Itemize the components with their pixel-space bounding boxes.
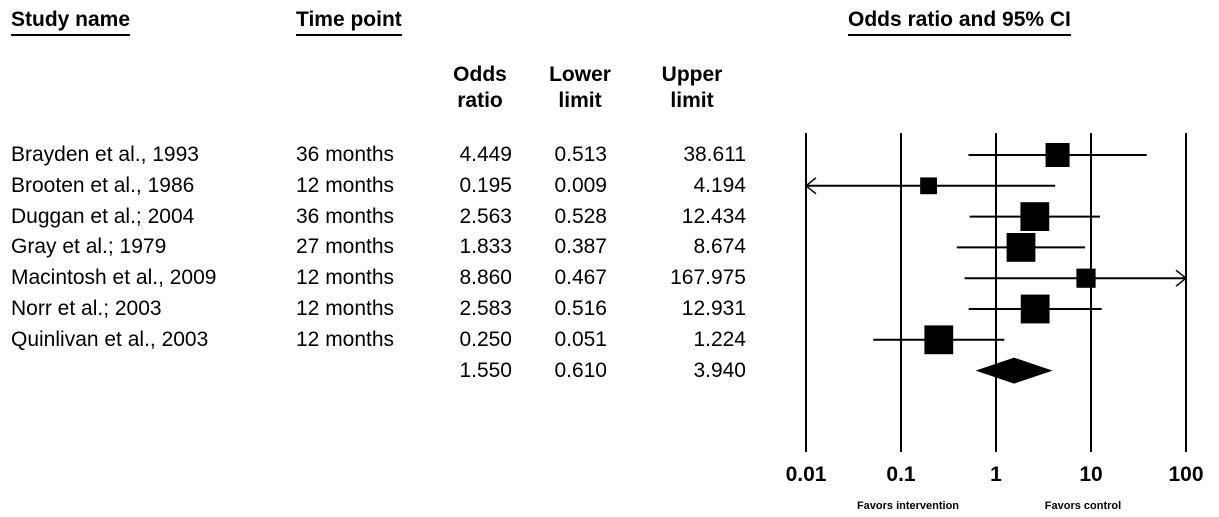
upper-limit-value-6: 1.224	[693, 327, 746, 351]
upper-limit-value-1: 4.194	[693, 173, 746, 197]
column-header-upper-limit-line1: Upper	[661, 63, 723, 86]
time-point-1: 12 months	[296, 173, 395, 197]
column-header-upper-limit: Upper limit	[652, 62, 732, 114]
point-estimate-2	[1020, 202, 1050, 231]
summary-lower-limit-value: 0.610	[554, 358, 607, 382]
column-header-lower-limit-line1: Lower	[549, 63, 611, 86]
lower-limit-value-1: 0.009	[554, 173, 607, 197]
summary-diamond	[975, 357, 1053, 384]
upper-limit-value-3: 8.674	[693, 235, 746, 259]
column-header-odds-ratio: Odds ratio	[448, 62, 512, 114]
summary-upper-limit-value: 3.940	[693, 358, 746, 382]
column-header-odds-ratio-line1: Odds	[453, 63, 507, 86]
study-name-3: Gray et al.; 1979	[11, 235, 167, 259]
time-point-5: 12 months	[296, 297, 395, 320]
odds-ratio-value-4: 8.860	[459, 266, 512, 290]
ci-arrow-left-1	[804, 177, 817, 195]
odds-ratio-value-0: 4.449	[459, 143, 512, 166]
odds-ratio-value-6: 0.250	[459, 327, 512, 351]
time-point-4: 12 months	[296, 266, 395, 290]
favor-label-intervention: Favors intervention	[857, 500, 959, 512]
odds-ratio-value-5: 2.583	[459, 297, 512, 320]
upper-limit-value-0: 38.611	[683, 143, 746, 166]
x-tick-label-4: 100	[1168, 463, 1203, 486]
time-point-2: 36 months	[296, 204, 395, 228]
lower-limit-value-0: 0.513	[554, 143, 607, 166]
lower-limit-value-3: 0.387	[554, 235, 607, 259]
column-header-odds-ratio-line2: ratio	[457, 89, 503, 112]
x-tick-label-0: 0.01	[786, 463, 827, 486]
header-time-point: Time point	[296, 8, 402, 36]
lower-limit-value-6: 0.051	[554, 327, 607, 351]
summary-odds-ratio-value: 1.550	[459, 358, 512, 382]
point-estimate-4	[1076, 268, 1096, 288]
study-name-5: Norr et al.; 2003	[11, 297, 162, 320]
x-tick-label-2: 1	[990, 463, 1002, 486]
time-point-3: 27 months	[296, 235, 395, 259]
x-tick-label-3: 10	[1079, 463, 1102, 486]
lower-limit-value-5: 0.516	[554, 297, 607, 320]
study-name-6: Quinlivan et al., 2003	[11, 327, 209, 351]
favor-label-control: Favors control	[1045, 500, 1121, 512]
header-plot-title: Odds ratio and 95% CI	[848, 8, 1071, 36]
upper-limit-value-2: 12.434	[681, 204, 746, 228]
upper-limit-value-4: 167.975	[670, 266, 746, 290]
time-point-6: 12 months	[296, 327, 395, 351]
point-estimate-0	[1045, 143, 1070, 167]
odds-ratio-value-3: 1.833	[459, 235, 512, 259]
study-name-0: Brayden et al., 1993	[11, 143, 199, 166]
point-estimate-6	[924, 325, 954, 355]
column-header-upper-limit-line2: limit	[670, 89, 714, 112]
lower-limit-value-2: 0.528	[554, 204, 607, 228]
ci-arrow-right-4	[1175, 269, 1188, 287]
lower-limit-value-4: 0.467	[554, 266, 607, 290]
point-estimate-3	[1006, 233, 1036, 262]
study-name-4: Macintosh et al., 2009	[11, 266, 217, 290]
study-name-2: Duggan et al.; 2004	[11, 204, 195, 228]
point-estimate-5	[1020, 294, 1050, 324]
point-estimate-1	[920, 177, 937, 195]
study-name-1: Brooten et al., 1986	[11, 173, 195, 197]
odds-ratio-value-2: 2.563	[459, 204, 512, 228]
odds-ratio-value-1: 0.195	[459, 173, 512, 197]
upper-limit-value-5: 12.931	[681, 297, 746, 320]
header-study-name: Study name	[11, 8, 131, 36]
time-point-0: 36 months	[296, 143, 395, 166]
column-header-lower-limit: Lower limit	[544, 62, 616, 114]
x-tick-label-1: 0.1	[886, 463, 916, 486]
column-header-lower-limit-line2: limit	[558, 89, 602, 112]
